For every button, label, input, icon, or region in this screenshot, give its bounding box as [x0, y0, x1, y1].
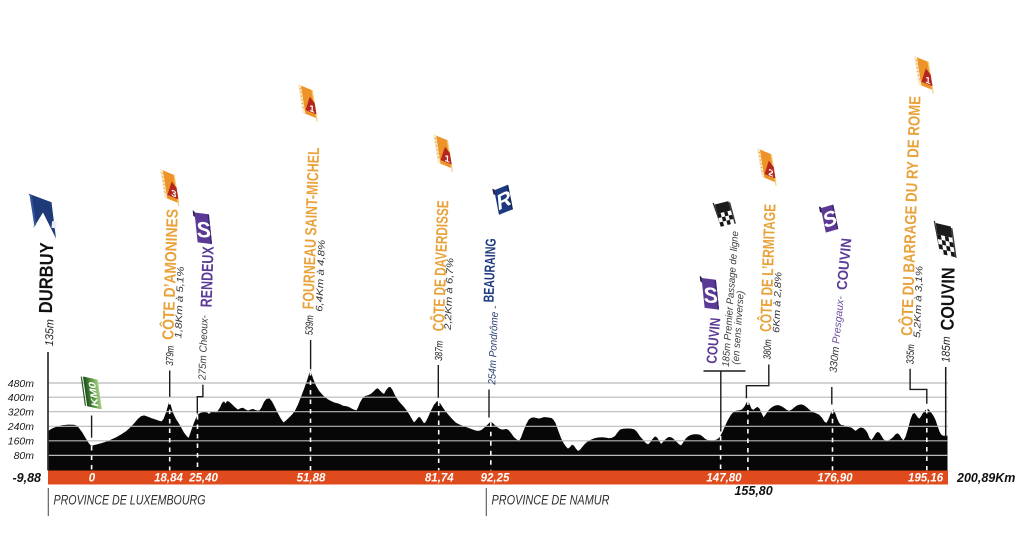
- svg-text:PROVINCE DE LUXEMBOURG: PROVINCE DE LUXEMBOURG: [54, 492, 206, 507]
- svg-text:195,16: 195,16: [908, 473, 944, 485]
- svg-text:R: R: [494, 186, 515, 215]
- svg-text:-9,88: -9,88: [13, 471, 42, 485]
- svg-text:CÔTE D’AMONINES: CÔTE D’AMONINES: [158, 208, 182, 340]
- svg-text:330m Presgaux-: 330m Presgaux-: [828, 295, 847, 373]
- svg-text:92,25: 92,25: [481, 473, 510, 485]
- svg-text:2,2Km à 6,7%: 2,2Km à 6,7%: [443, 257, 457, 331]
- svg-text:135m: 135m: [44, 319, 56, 347]
- svg-text:KM0: KM0: [87, 380, 101, 408]
- svg-text:3: 3: [170, 188, 177, 201]
- svg-text:539m: 539m: [304, 315, 317, 336]
- svg-text:480m: 480m: [8, 378, 35, 390]
- svg-text:51,88: 51,88: [297, 473, 326, 485]
- svg-text:RENDEUX: RENDEUX: [199, 246, 218, 308]
- svg-text:200,89Km: 200,89Km: [956, 471, 1015, 485]
- svg-text:155,80: 155,80: [734, 484, 772, 498]
- svg-text:400m: 400m: [8, 392, 35, 404]
- svg-text:6,4Km à 4,8%: 6,4Km à 4,8%: [314, 239, 328, 312]
- svg-text:1: 1: [444, 153, 451, 166]
- svg-text:S: S: [701, 283, 720, 309]
- svg-text:COUVIN: COUVIN: [835, 237, 856, 290]
- svg-text:(en sens inverse): (en sens inverse): [731, 290, 747, 365]
- svg-text:254m Pondrôme -: 254m Pondrôme -: [486, 305, 501, 386]
- svg-text:176,90: 176,90: [817, 473, 853, 485]
- svg-text:CÔTE DE L’ERMITAGE: CÔTE DE L’ERMITAGE: [756, 203, 779, 332]
- svg-text:COUVIN: COUVIN: [704, 317, 724, 364]
- svg-text:160m: 160m: [8, 436, 35, 448]
- svg-text:2: 2: [767, 167, 775, 180]
- svg-text:1,8Km à 5,1%: 1,8Km à 5,1%: [173, 266, 187, 339]
- svg-text:S: S: [194, 217, 213, 243]
- svg-text:185m: 185m: [941, 336, 953, 363]
- svg-text:DURBUY: DURBUY: [36, 242, 58, 314]
- svg-text:81,74: 81,74: [425, 473, 454, 485]
- svg-text:6Km à 2,8%: 6Km à 2,8%: [771, 271, 784, 333]
- svg-text:COUVIN: COUVIN: [937, 267, 959, 330]
- svg-text:80m: 80m: [14, 450, 35, 462]
- svg-text:240m: 240m: [7, 421, 35, 433]
- svg-text:BEAURAING: BEAURAING: [482, 238, 500, 303]
- svg-text:387m: 387m: [433, 340, 446, 361]
- svg-text:5,2Km à 3,1%: 5,2Km à 3,1%: [912, 265, 926, 338]
- svg-text:320m: 320m: [8, 407, 35, 419]
- svg-text:1: 1: [309, 103, 316, 116]
- svg-text:PROVINCE DE NAMUR: PROVINCE DE NAMUR: [492, 492, 610, 507]
- svg-text:335m: 335m: [905, 344, 918, 365]
- svg-text:147,80: 147,80: [706, 473, 742, 485]
- svg-text:1: 1: [925, 75, 932, 88]
- svg-text:S: S: [820, 206, 840, 233]
- svg-text:0: 0: [89, 473, 96, 485]
- svg-text:380m: 380m: [762, 339, 775, 360]
- svg-text:CÔTE DE DAVERDISSE: CÔTE DE DAVERDISSE: [429, 200, 453, 332]
- svg-text:275m Cheoux-: 275m Cheoux-: [196, 314, 210, 381]
- svg-text:25,40: 25,40: [188, 473, 218, 485]
- svg-text:FOURNEAU SAINT-MICHEL: FOURNEAU SAINT-MICHEL: [301, 147, 324, 310]
- svg-text:379m: 379m: [164, 345, 177, 366]
- svg-text:18,84: 18,84: [154, 473, 183, 485]
